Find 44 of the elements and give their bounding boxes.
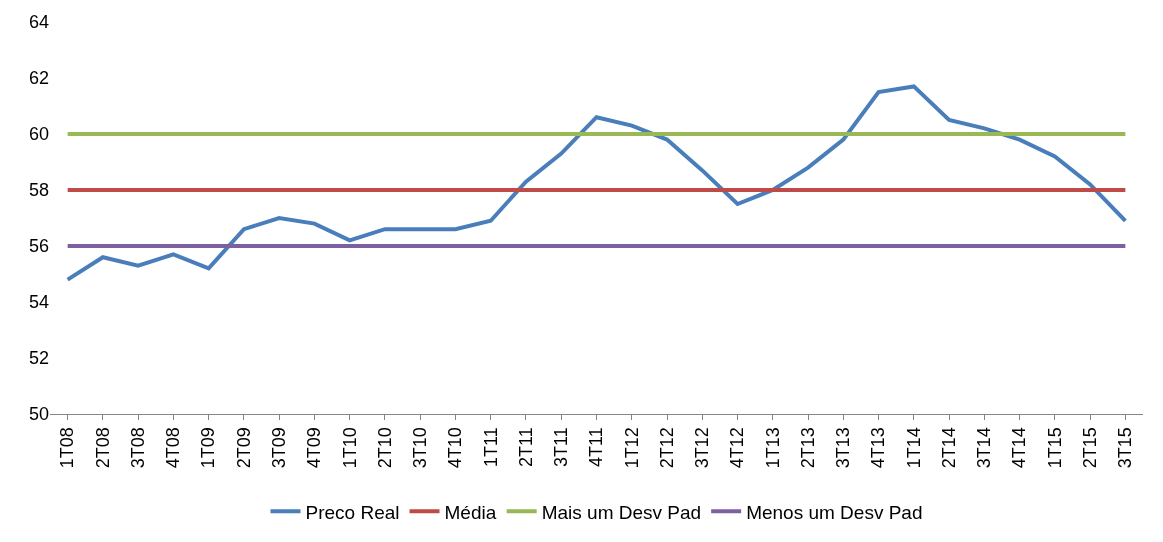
x-tick-label: 3T11	[551, 427, 572, 467]
legend-label: Média	[444, 501, 497, 523]
x-tick-label: 2T12	[656, 427, 677, 469]
y-tick-label: 64	[28, 12, 49, 33]
x-tick-label: 2T11	[515, 427, 536, 467]
x-tick-label: 3T13	[833, 427, 854, 469]
x-tick-label: 2T09	[233, 427, 254, 469]
y-tick-label: 60	[28, 124, 49, 145]
x-tick-label: 1T12	[621, 427, 642, 469]
legend-label: Mais um Desv Pad	[541, 501, 702, 523]
x-tick-label: 2T13	[797, 427, 818, 469]
y-tick-label: 54	[28, 292, 49, 313]
x-tick-label: 4T12	[727, 427, 748, 469]
y-tick-label: 56	[28, 236, 49, 257]
x-tick-label: 1T14	[903, 427, 924, 469]
x-tick-label: 3T08	[128, 427, 148, 469]
x-tick-label: 3T10	[410, 427, 431, 469]
y-tick-label: 58	[28, 180, 49, 201]
x-tick-label: 2T10	[374, 427, 395, 469]
y-tick-label: 62	[28, 68, 49, 89]
x-tick-label: 3T15	[1115, 427, 1136, 469]
x-tick-label: 4T11	[586, 427, 607, 467]
x-tick-label: 1T15	[1044, 427, 1065, 469]
x-tick-label: 4T13	[868, 427, 889, 469]
x-tick-label: 2T15	[1079, 427, 1100, 469]
x-tick-label: 3T09	[269, 427, 290, 469]
x-tick-label: 1T13	[762, 427, 783, 469]
line-series	[65, 84, 1128, 282]
legend-label: Menos um Desv Pad	[746, 501, 923, 523]
x-tick-label: 4T10	[445, 427, 466, 469]
x-tick-label: 1T11	[480, 427, 501, 467]
x-tick-label: 1T09	[198, 427, 219, 469]
x-tick-label: 2T14	[938, 427, 959, 469]
x-tick-label: 4T08	[163, 427, 184, 469]
y-tick-label: 50	[28, 404, 49, 425]
x-tick-label: 4T09	[304, 427, 325, 469]
x-tick-label: 3T12	[692, 427, 713, 469]
x-tick-label: 2T08	[92, 427, 113, 469]
legend-label: Preco Real	[305, 501, 400, 523]
x-tick-label: 1T08	[57, 427, 78, 469]
x-tick-label: 3T14	[974, 427, 995, 469]
x-tick-label: 1T10	[339, 427, 360, 469]
x-tick-label: 4T14	[1009, 427, 1030, 469]
y-tick-label: 52	[28, 348, 49, 369]
